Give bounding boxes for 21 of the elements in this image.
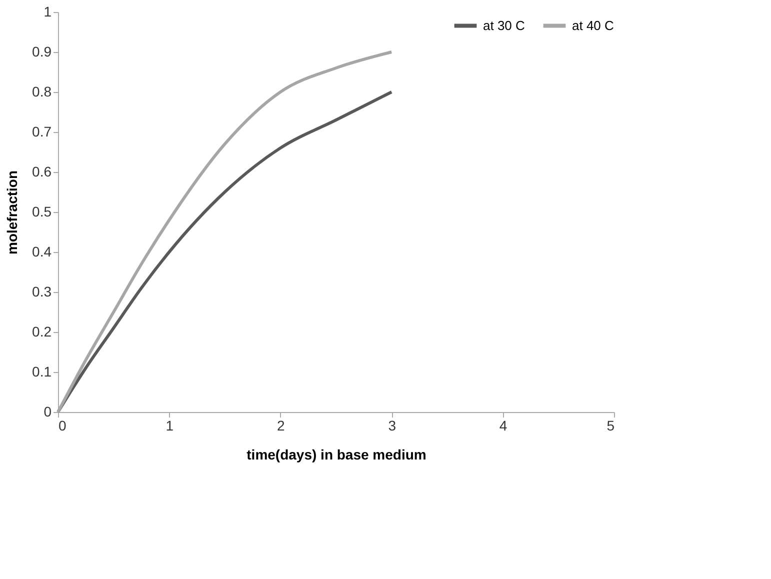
y-tick-label: 0.5 xyxy=(32,204,52,220)
x-tick-label: 4 xyxy=(499,418,508,434)
y-tick-label: 0.8 xyxy=(32,84,52,100)
y-axis-title: molefraction xyxy=(4,170,20,255)
x-tick-label: 3 xyxy=(388,418,396,434)
y-tick-label: 0.7 xyxy=(32,124,52,140)
legend-label: at 30 C xyxy=(483,18,525,33)
y-tick-label: 0.4 xyxy=(32,244,52,260)
y-tick-label: 0.9 xyxy=(32,44,52,60)
y-tick-label: 0.6 xyxy=(32,164,52,180)
y-tick-label: 0.2 xyxy=(32,324,52,340)
legend-label: at 40 C xyxy=(572,18,614,33)
y-tick-label: 1 xyxy=(44,4,52,20)
y-tick-label: 0.1 xyxy=(32,364,52,380)
y-tick-label: 0 xyxy=(44,404,52,420)
y-tick-label: 0.3 xyxy=(32,284,52,300)
x-axis-title: time(days) in base medium xyxy=(246,446,426,462)
x-tick-label: 1 xyxy=(166,418,174,434)
x-tick-label: 5 xyxy=(606,418,615,434)
x-tick-label: 2 xyxy=(277,418,285,434)
x-tick-label: 0 xyxy=(58,418,66,434)
